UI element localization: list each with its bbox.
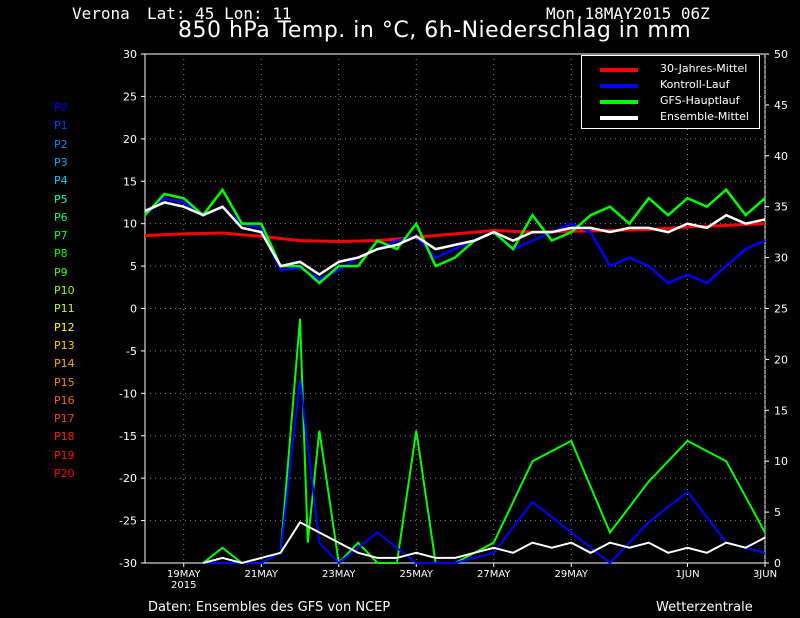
- member-label-p1: P1: [54, 119, 68, 133]
- location-label: Verona: [72, 4, 130, 23]
- legend-item: 30-Jahres-Mittel: [582, 61, 759, 77]
- precip-line: [202, 318, 766, 566]
- member-label-p0: P0: [54, 101, 68, 114]
- x-tick-label: 1JUN: [675, 569, 699, 580]
- temp-line: [144, 196, 766, 285]
- x-tick-label: 3JUN: [753, 569, 777, 580]
- member-label-p8: P8: [54, 247, 68, 261]
- y-left-tick-label: 15: [123, 175, 137, 188]
- legend-swatch: [600, 100, 638, 104]
- legend-swatch: [600, 84, 638, 88]
- member-label-p4: P4: [54, 174, 68, 188]
- member-label-p7: P7: [54, 229, 68, 243]
- y-right-tick-label: 40: [774, 150, 788, 163]
- y-left-tick-label: 25: [123, 90, 137, 103]
- y-right-tick-label: 0: [774, 557, 781, 570]
- latlon-label: Lat: 45 Lon: 11: [147, 4, 292, 23]
- x-tick-label: 23MAY: [322, 569, 356, 580]
- y-left-tick-label: 10: [123, 218, 137, 231]
- y-left-tick-label: -20: [119, 472, 137, 485]
- precip-line: [202, 520, 766, 565]
- y-right-tick-label: 45: [774, 99, 788, 112]
- datetime-label: Mon,18MAY2015 06Z: [546, 4, 710, 23]
- data-source-label: Daten: Ensembles des GFS von NCEP: [148, 600, 391, 615]
- member-label-p6: P6: [54, 210, 68, 224]
- member-label-p10: P10: [54, 284, 75, 297]
- chart-title: 850 hPa Temp. in °C, 6h-Niederschlag in …: [178, 18, 692, 43]
- legend-item: Kontroll-Lauf: [582, 77, 759, 93]
- member-label-p11: P11: [54, 302, 75, 316]
- y-left-tick-label: -10: [119, 387, 137, 400]
- x-tick-label: 21MAY: [244, 569, 278, 580]
- legend-swatch: [600, 68, 638, 72]
- member-label-p9: P9: [54, 265, 68, 279]
- y-right-tick-label: 20: [774, 353, 788, 366]
- legend-label: Ensemble-Mittel: [660, 110, 749, 123]
- x-tick-label: 29MAY: [554, 569, 588, 580]
- member-label-p5: P5: [54, 192, 68, 206]
- legend-label: GFS-Hauptlauf: [660, 94, 740, 107]
- member-label-p2: P2: [54, 137, 68, 151]
- y-left-tick-label: 0: [130, 303, 137, 316]
- x-tick-label: 19MAY: [167, 569, 201, 580]
- legend-swatch: [600, 116, 638, 120]
- x-tick-label: 27MAY: [477, 569, 511, 580]
- legend-label: Kontroll-Lauf: [660, 78, 730, 91]
- y-right-tick-label: 35: [774, 201, 788, 214]
- member-label-p19: P19: [54, 448, 75, 462]
- member-label-p17: P17: [54, 412, 75, 426]
- legend-item: Ensemble-Mittel: [582, 109, 759, 125]
- y-right-tick-label: 10: [774, 455, 788, 468]
- x-tick-label: 25MAY: [399, 569, 433, 580]
- y-right-tick-label: 5: [774, 506, 781, 519]
- y-right-tick-label: 25: [774, 303, 788, 316]
- temp-line: [144, 222, 766, 243]
- legend-label: 30-Jahres-Mittel: [660, 62, 748, 75]
- brand-label: Wetterzentrale: [656, 600, 753, 615]
- member-label-p20: P20: [54, 467, 75, 480]
- member-label-p14: P14: [54, 357, 75, 371]
- legend: 30-Jahres-Mittel Kontroll-Lauf GFS-Hauptla…: [581, 55, 760, 129]
- y-left-tick-label: -30: [119, 557, 137, 570]
- y-right-tick-label: 30: [774, 252, 788, 265]
- y-left-tick-label: 30: [123, 48, 137, 61]
- member-label-p3: P3: [54, 155, 68, 169]
- y-right-tick-label: 15: [774, 404, 788, 417]
- x-tick-label: 2015: [171, 580, 196, 591]
- member-label-p16: P16: [54, 393, 75, 407]
- y-right-tick-label: 50: [774, 48, 788, 61]
- y-left-tick-label: 20: [123, 133, 137, 146]
- y-left-tick-label: 5: [130, 260, 137, 273]
- legend-item: GFS-Hauptlauf: [582, 93, 759, 109]
- member-label-p12: P12: [54, 320, 75, 334]
- y-left-tick-label: -5: [126, 345, 137, 358]
- member-label-p13: P13: [54, 338, 75, 352]
- temp-line: [144, 187, 766, 285]
- y-left-tick-label: -25: [119, 515, 137, 528]
- member-label-p15: P15: [54, 375, 75, 389]
- temp-line: [144, 201, 766, 277]
- member-label-p18: P18: [54, 430, 75, 444]
- y-left-tick-label: -15: [119, 430, 137, 443]
